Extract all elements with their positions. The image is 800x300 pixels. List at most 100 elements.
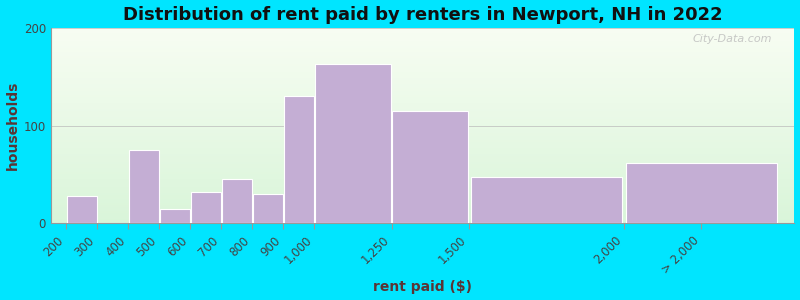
Bar <box>51 214 794 216</box>
Bar <box>51 151 794 153</box>
Bar <box>51 140 794 141</box>
Bar <box>51 106 794 108</box>
Bar <box>51 32 794 34</box>
Bar <box>51 135 794 137</box>
Bar <box>51 81 794 82</box>
Bar <box>51 47 794 50</box>
Bar <box>51 206 794 208</box>
Bar <box>51 118 794 120</box>
Bar <box>51 202 794 204</box>
Bar <box>51 44 794 46</box>
Bar <box>283 96 314 224</box>
Title: Distribution of rent paid by renters in Newport, NH in 2022: Distribution of rent paid by renters in … <box>123 6 722 24</box>
Bar <box>393 111 468 224</box>
Bar <box>51 198 794 200</box>
Bar <box>51 192 794 194</box>
X-axis label: rent paid ($): rent paid ($) <box>373 280 472 294</box>
Bar <box>51 96 794 98</box>
Bar <box>51 128 794 130</box>
Bar <box>51 34 794 36</box>
Bar <box>51 143 794 145</box>
Bar <box>51 92 794 95</box>
Bar <box>51 220 794 221</box>
Bar <box>51 175 794 176</box>
Bar <box>51 134 794 135</box>
Bar <box>51 186 794 188</box>
Bar <box>222 179 252 224</box>
Text: City-Data.com: City-Data.com <box>693 34 772 44</box>
Bar <box>51 114 794 116</box>
Bar <box>253 194 283 224</box>
Bar <box>51 184 794 186</box>
Bar <box>159 209 190 224</box>
Bar <box>51 212 794 214</box>
Bar <box>626 163 778 224</box>
Bar <box>51 38 794 40</box>
Bar <box>51 110 794 112</box>
Bar <box>51 120 794 122</box>
Bar <box>51 155 794 157</box>
Bar <box>51 59 794 61</box>
Bar <box>51 65 794 67</box>
Bar <box>51 79 794 81</box>
Bar <box>51 122 794 124</box>
Bar <box>51 46 794 47</box>
Bar <box>51 149 794 151</box>
Bar <box>51 188 794 190</box>
Bar <box>51 208 794 210</box>
Bar <box>51 98 794 100</box>
Bar <box>51 178 794 180</box>
Bar <box>51 221 794 224</box>
Bar <box>51 182 794 184</box>
Bar <box>51 94 794 96</box>
Bar <box>51 200 794 202</box>
Bar <box>51 216 794 218</box>
Bar <box>51 124 794 126</box>
Bar <box>51 163 794 165</box>
Bar <box>51 171 794 172</box>
Bar <box>51 82 794 85</box>
Bar <box>51 30 794 32</box>
Bar <box>51 63 794 65</box>
Bar <box>51 176 794 178</box>
Bar <box>51 50 794 51</box>
Bar <box>51 53 794 55</box>
Bar <box>51 71 794 73</box>
Bar <box>51 108 794 110</box>
Bar <box>51 172 794 175</box>
Bar <box>51 104 794 106</box>
Bar <box>51 157 794 159</box>
Bar <box>51 73 794 75</box>
Bar <box>51 145 794 147</box>
Bar <box>51 153 794 155</box>
Bar <box>51 180 794 182</box>
Bar <box>51 116 794 118</box>
Bar <box>66 196 97 224</box>
Bar <box>51 218 794 220</box>
Bar <box>51 87 794 88</box>
Bar <box>51 126 794 127</box>
Bar <box>51 210 794 212</box>
Bar <box>51 40 794 42</box>
Bar <box>51 88 794 91</box>
Bar <box>51 137 794 140</box>
Bar <box>51 190 794 192</box>
Bar <box>470 176 622 224</box>
Bar <box>51 57 794 59</box>
Bar <box>51 102 794 104</box>
Bar <box>51 69 794 71</box>
Bar <box>129 150 159 224</box>
Bar <box>51 42 794 43</box>
Bar <box>51 204 794 206</box>
Bar <box>51 61 794 63</box>
Bar <box>51 75 794 77</box>
Y-axis label: households: households <box>6 81 19 170</box>
Bar <box>51 159 794 161</box>
Bar <box>51 165 794 167</box>
Bar <box>51 131 794 134</box>
Bar <box>51 169 794 171</box>
Bar <box>51 130 794 131</box>
Bar <box>51 36 794 38</box>
Bar <box>51 141 794 143</box>
Bar <box>51 112 794 114</box>
